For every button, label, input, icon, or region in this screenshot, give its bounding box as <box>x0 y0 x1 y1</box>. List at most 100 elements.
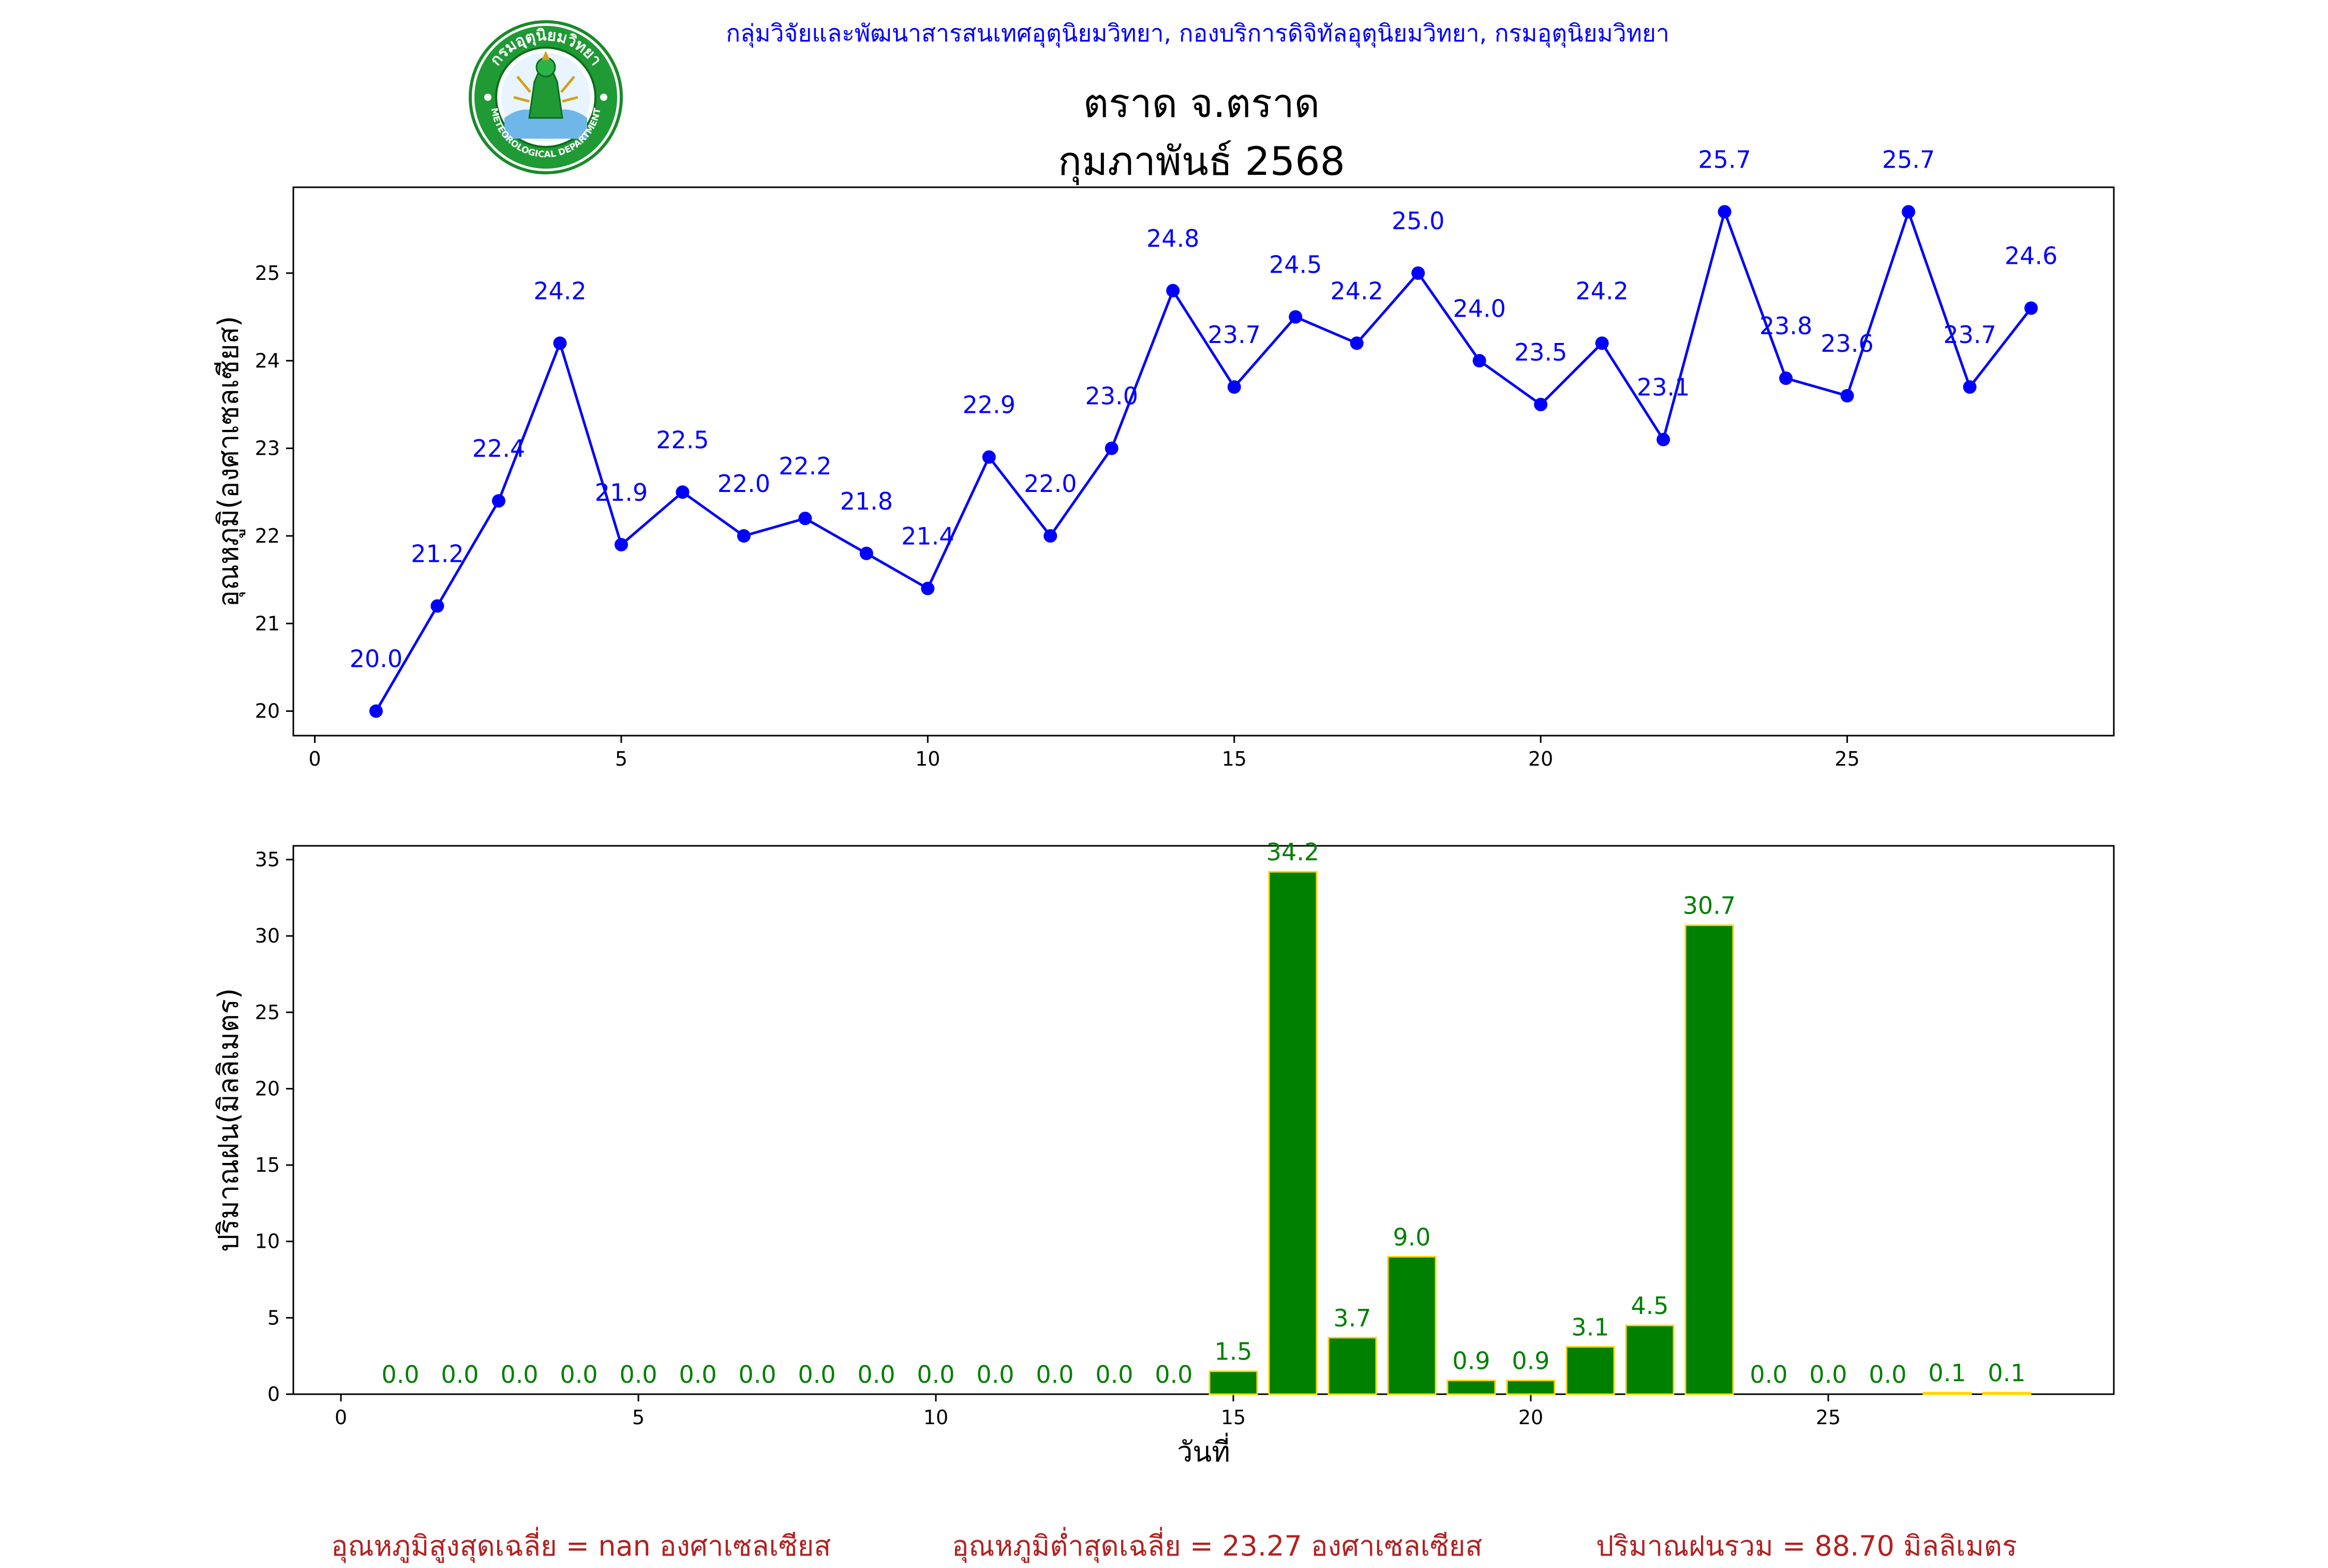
rainfall-data-label: 9.0 <box>1393 1223 1430 1251</box>
temperature-point <box>1166 283 1180 297</box>
rainfall-data-label: 0.0 <box>1750 1361 1787 1388</box>
rainfall-bar <box>1327 1337 1377 1395</box>
temperature-point <box>614 537 628 551</box>
rainfall-data-label: 0.1 <box>1988 1359 2025 1387</box>
rainfall-bar <box>1506 1379 1556 1395</box>
temperature-point <box>1105 441 1118 455</box>
temperature-data-label: 21.9 <box>595 479 648 506</box>
rainfall-data-label: 0.9 <box>1512 1347 1549 1375</box>
temperature-point <box>491 494 505 508</box>
temperature-point <box>982 450 996 464</box>
rainfall-y-axis-label: ปริมาณฝน(มิลลิเมตร) <box>212 988 245 1252</box>
temperature-data-label: 22.4 <box>472 435 525 462</box>
temperature-data-label: 21.2 <box>411 540 464 568</box>
temperature-data-label: 25.0 <box>1392 207 1444 235</box>
temperature-point <box>2024 301 2038 315</box>
temperature-point <box>553 336 567 350</box>
y-tick-label: 20 <box>255 700 280 723</box>
temperature-data-label: 22.9 <box>963 391 1016 419</box>
temperature-point <box>1779 371 1793 385</box>
rainfall-data-label: 3.7 <box>1333 1304 1371 1332</box>
temperature-data-label: 22.2 <box>779 452 831 480</box>
rainfall-bar <box>1387 1256 1437 1395</box>
rainfall-data-label: 1.5 <box>1214 1338 1252 1366</box>
temperature-point <box>1595 336 1609 350</box>
rainfall-data-label: 0.0 <box>1809 1361 1847 1388</box>
temperature-point <box>737 529 751 543</box>
y-tick-label: 10 <box>255 1230 280 1253</box>
temperature-y-axis-label: อุณหภูมิ(องศาเซลเซียส) <box>212 316 246 607</box>
rainfall-data-label: 0.0 <box>1095 1361 1133 1388</box>
temperature-point <box>859 546 873 560</box>
x-tick-label: 20 <box>1528 748 1553 770</box>
temperature-data-label: 23.0 <box>1085 382 1138 410</box>
temperature-data-label: 24.0 <box>1453 294 1505 322</box>
rainfall-bar <box>1446 1379 1496 1395</box>
y-tick-label: 20 <box>255 1077 280 1100</box>
rainfall-data-label: 0.0 <box>560 1361 598 1388</box>
temperature-data-label: 23.7 <box>1943 321 1996 349</box>
plot-frame-temp <box>292 186 2115 737</box>
temperature-point <box>1227 380 1241 394</box>
temperature-data-label: 24.6 <box>2005 242 2057 270</box>
y-tick-label: 22 <box>255 525 280 547</box>
plot-frame-rain <box>292 845 2115 1395</box>
rainfall-x-axis-label: วันที่ <box>1177 1432 1230 1468</box>
rainfall-data-label: 4.5 <box>1631 1292 1668 1320</box>
temperature-data-label: 21.4 <box>901 522 954 550</box>
temperature-data-label: 23.5 <box>1514 338 1567 366</box>
rainfall-data-label: 0.0 <box>1869 1361 1906 1388</box>
x-tick-label: 5 <box>615 748 628 770</box>
rainfall-data-label: 3.1 <box>1571 1313 1609 1341</box>
temperature-data-label: 22.0 <box>718 470 770 498</box>
rainfall-data-label: 0.9 <box>1452 1347 1490 1375</box>
rainfall-bar <box>1625 1324 1675 1395</box>
rainfall-data-label: 0.0 <box>857 1361 895 1388</box>
temperature-data-label: 24.5 <box>1269 251 1322 279</box>
rainfall-data-label: 0.0 <box>1036 1361 1073 1388</box>
y-tick-label: 23 <box>255 437 280 460</box>
temperature-point <box>798 512 812 526</box>
y-tick-label: 0 <box>267 1383 280 1406</box>
temperature-point <box>1840 389 1854 403</box>
rainfall-data-label: 0.0 <box>738 1361 776 1388</box>
rainfall-data-label: 0.0 <box>976 1361 1014 1388</box>
temperature-data-label: 24.2 <box>533 277 586 305</box>
y-tick-label: 25 <box>255 262 280 285</box>
x-tick-label: 5 <box>632 1406 645 1429</box>
avg-max-temp-stat: อุณหภูมิสูงสุดเฉลี่ย = nan องศาเซลเซียส <box>331 1530 831 1562</box>
x-tick-label: 15 <box>1222 748 1247 770</box>
temperature-point <box>369 704 383 718</box>
temperature-data-label: 20.0 <box>350 645 402 673</box>
total-rain-stat: ปริมาณฝนรวม = 88.70 มิลลิเมตร <box>1596 1530 2018 1562</box>
temperature-point <box>1718 205 1732 219</box>
temperature-series-line <box>375 207 2033 712</box>
temperature-data-label: 25.7 <box>1698 145 1751 173</box>
temperature-point <box>430 599 444 613</box>
temperature-point <box>1902 205 1916 219</box>
organization-header: กลุ่มวิจัยและพัฒนาสารสนเทศอุตุนิยมวิทยา,… <box>726 19 1669 47</box>
temperature-point <box>1289 310 1303 324</box>
rainfall-bar <box>1922 1392 1972 1395</box>
x-tick-label: 10 <box>915 748 940 770</box>
rainfall-bar <box>1684 924 1734 1395</box>
rainfall-data-label: 0.0 <box>619 1361 657 1388</box>
station-title: ตราด จ.ตราด <box>1083 80 1320 126</box>
rainfall-data-label: 34.2 <box>1266 838 1319 866</box>
temperature-point <box>1350 336 1364 350</box>
temperature-data-label: 24.8 <box>1146 225 1199 252</box>
avg-min-temp-stat: อุณหภูมิต่ำสุดเฉลี่ย = 23.27 องศาเซลเซีย… <box>952 1530 1483 1562</box>
rainfall-data-label: 0.0 <box>798 1361 835 1388</box>
y-tick-label: 30 <box>255 924 280 947</box>
tmd-logo: กรมอุตุนิยมวิทยา METEOROLOGICAL DEPARTME… <box>469 20 623 174</box>
temperature-point <box>1472 354 1486 368</box>
x-tick-label: 15 <box>1221 1406 1246 1429</box>
temperature-point <box>1534 397 1548 411</box>
temperature-data-label: 22.5 <box>656 426 709 454</box>
temperature-point <box>1043 529 1057 543</box>
temperature-data-label: 25.7 <box>1882 145 1935 173</box>
temperature-data-label: 23.6 <box>1820 330 1873 357</box>
y-tick-label: 25 <box>255 1001 280 1024</box>
x-tick-label: 25 <box>1816 1406 1841 1429</box>
